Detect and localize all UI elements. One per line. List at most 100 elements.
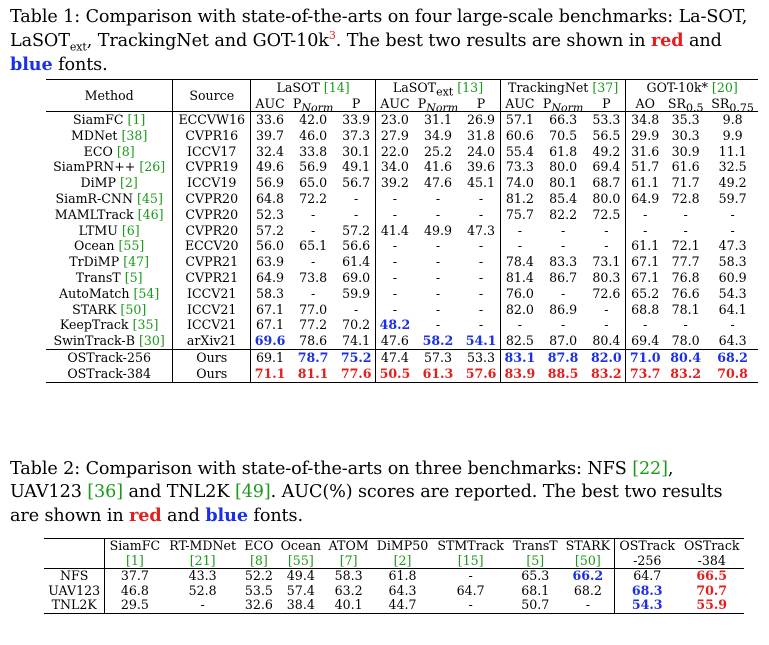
value-cell: 57.1 (505, 112, 534, 127)
value-cell: 32.5 (718, 159, 747, 175)
table-row: MAMLTrack [46] CVPR20 52.3- - - - -75.7 82.2 72.… (46, 206, 758, 223)
value-cell: 72.1 (671, 238, 700, 254)
value-cell: 65.3 (521, 568, 550, 584)
value-cell: 81.4 (505, 269, 534, 285)
table-row: SiamFC [1] ECCVW16 33.6 42.0 33.9 23.0 31.1 26.… (46, 111, 758, 128)
metric-ao: AO (625, 96, 665, 112)
method-ref: [5] (124, 269, 143, 285)
method-name: STARK (72, 301, 117, 317)
source-cell: ICCV17 (172, 143, 252, 160)
metric-auc: AUC (500, 96, 539, 112)
value-cell: 39.7 (256, 127, 285, 143)
table-row: ECO [8] ICCV17 32.4 33.8 30.1 22.0 25.2 24.0 55.… (46, 143, 758, 160)
value-cell: 70.8 (717, 365, 748, 381)
value-cell: 24.0 (462, 143, 501, 160)
value-cell: 37.7 (120, 568, 149, 584)
source-cell: ICCV21 (172, 285, 252, 302)
method-ref: [30] (138, 333, 165, 349)
column-ref: [8] (240, 553, 277, 570)
value-cell: 41.6 (423, 159, 453, 175)
header-group-lasot: LaSOT [14] (250, 79, 377, 96)
value-cell: 70.5 (549, 127, 578, 143)
value-cell: 76.0 (505, 285, 534, 301)
value-cell: 67.1 (256, 317, 285, 333)
value-cell: 64.3 (718, 333, 747, 349)
header-group-lasotext: LaSOText [13] (375, 79, 501, 98)
value-cell: - (462, 254, 501, 270)
value-cell: 27.9 (380, 127, 409, 143)
value-cell: - (587, 301, 627, 318)
value-cell: - (435, 269, 441, 285)
value-cell: 80.0 (549, 159, 578, 175)
value-cell: - (643, 206, 648, 222)
value-cell: 61.6 (671, 159, 700, 175)
value-cell: - (392, 301, 398, 317)
value-cell: 80.0 (587, 190, 627, 207)
value-cell: 54.1 (462, 333, 501, 350)
value-cell: 83.1 (500, 348, 539, 366)
column-ref: [21] (164, 553, 241, 570)
value-cell: 63.9 (256, 254, 285, 270)
value-cell: 61.4 (337, 254, 377, 270)
column-name: OSTrack (683, 538, 740, 553)
column-ref: [2] (372, 553, 433, 570)
table-row: Ocean [55] ECCV20 56.0 65.1 56.6- - - - - -61.1 72… (46, 238, 758, 255)
method-cell: OSTrack-384 (46, 365, 174, 383)
value-cell: 49.2 (718, 175, 747, 191)
value-cell: 57.3 (413, 348, 463, 366)
value-cell: 23.0 (380, 112, 409, 127)
value-cell: 66.5 (696, 568, 728, 584)
value-cell: - (310, 222, 316, 238)
value-cell: 77.0 (299, 301, 328, 317)
table-row: NFS 37.7 43.3 52.2 49.4 58.3 61.8 - 65.3 66.2 64.7… (44, 568, 744, 584)
value-cell: 60.9 (718, 269, 747, 285)
metric-p: P (587, 96, 627, 112)
value-cell: - (560, 317, 566, 333)
method-ref: [1] (127, 112, 146, 127)
value-cell: 80.3 (587, 269, 627, 286)
column-name: SiamFC (109, 538, 161, 553)
value-cell: 69.4 (587, 159, 627, 176)
table-row: SiamPRN++ [26] CVPR19 49.6 56.9 49.1 34.0 41.6… (46, 159, 758, 176)
value-cell: 56.9 (299, 159, 328, 175)
value-cell: 41.4 (380, 222, 409, 238)
value-cell: - (587, 222, 627, 239)
value-cell: 44.7 (388, 597, 417, 613)
column-ref: [5] (508, 553, 562, 570)
table-row: UAV123 46.8 52.8 53.5 57.4 63.2 64.3 64.7 68.1 68… (44, 582, 744, 599)
value-cell: 74.1 (337, 333, 377, 350)
value-cell: - (517, 317, 523, 333)
value-cell: 74.0 (505, 175, 534, 191)
value-cell: 77.7 (671, 254, 700, 270)
table-row: KeepTrack [35] ICCV21 67.1 77.2 70.2 48.2- - - -… (46, 317, 758, 334)
method-name: ECO (83, 143, 113, 159)
value-cell: 9.8 (722, 112, 743, 127)
value-cell: - (435, 206, 441, 222)
value-cell: 47.6 (423, 175, 453, 191)
value-cell: 82.5 (505, 333, 534, 349)
source-cell: CVPR20 (172, 190, 252, 207)
method-cell: TransT [5] (46, 269, 174, 286)
value-cell: 47.3 (462, 222, 501, 239)
method-cell: Ocean [55] (46, 238, 174, 255)
column-ref: -256 (614, 553, 680, 570)
value-cell: 31.6 (631, 143, 660, 159)
value-cell: 52.8 (188, 582, 217, 598)
table-row: STARK [50] ICCV21 67.1 77.0- - - -82.0 86.9-68.… (46, 301, 758, 318)
value-cell: 56.5 (587, 127, 627, 144)
value-cell: 52.3 (256, 206, 285, 222)
value-cell: 63.2 (334, 582, 363, 598)
value-cell: - (683, 317, 688, 333)
metric-pnorm: PNorm (413, 96, 463, 114)
method-name: SwinTrack-B (53, 333, 135, 349)
metric-sr05: SR0.5 (664, 96, 708, 114)
source-cell: ICCV19 (172, 175, 252, 191)
method-cell: MAMLTrack [46] (46, 206, 174, 223)
method-ref: [46] (137, 206, 164, 222)
value-cell: 59.9 (337, 285, 377, 302)
value-cell: - (468, 597, 473, 613)
corner-cell (44, 538, 106, 570)
source-cell: CVPR19 (172, 159, 252, 176)
value-cell: 46.0 (299, 127, 328, 143)
value-cell: 61.8 (388, 568, 417, 584)
